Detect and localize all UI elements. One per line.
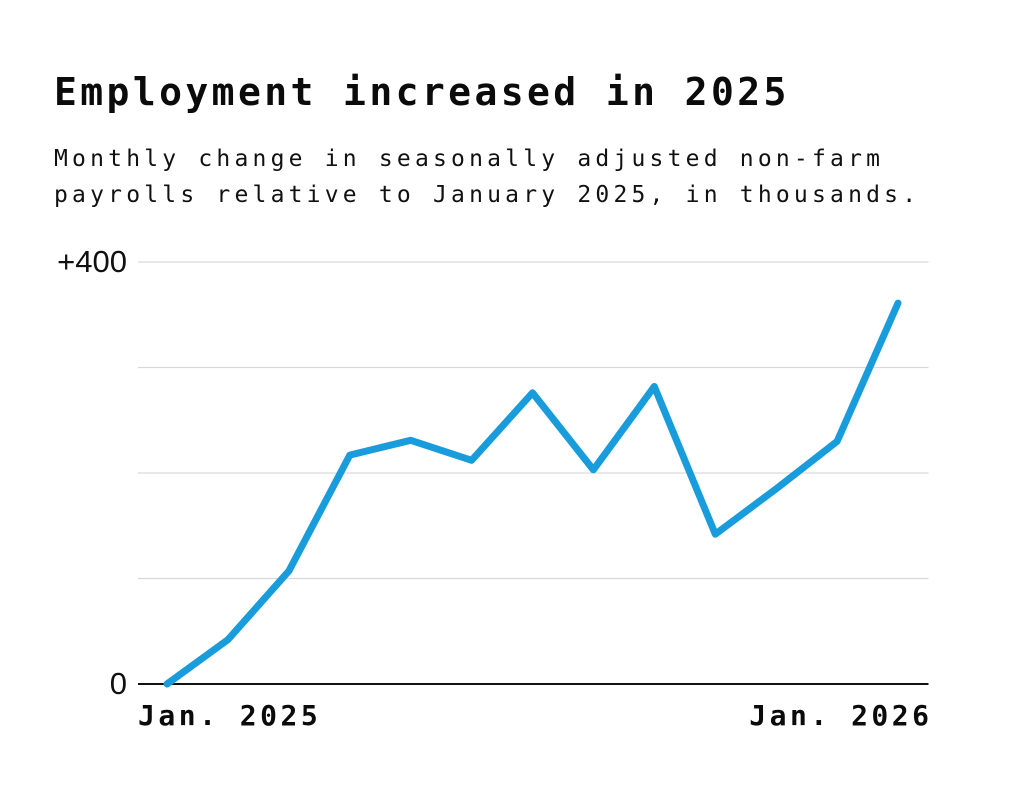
x-axis-label-jan-2025: Jan. 2025 <box>138 699 322 732</box>
chart-title: Employment increased in 2025 <box>54 70 790 115</box>
payrolls-line <box>163 299 902 688</box>
chart-subtitle: Monthly change in seasonally adjusted no… <box>54 146 921 208</box>
x-axis-label-jan-2026: Jan. 2026 <box>749 699 933 732</box>
x-axis-labels: Jan. 2025 Jan. 2026 <box>138 699 929 732</box>
y-axis-label-400: +400 <box>57 244 127 279</box>
y-axis-label-0: 0 <box>109 666 127 701</box>
gridlines <box>138 261 929 580</box>
